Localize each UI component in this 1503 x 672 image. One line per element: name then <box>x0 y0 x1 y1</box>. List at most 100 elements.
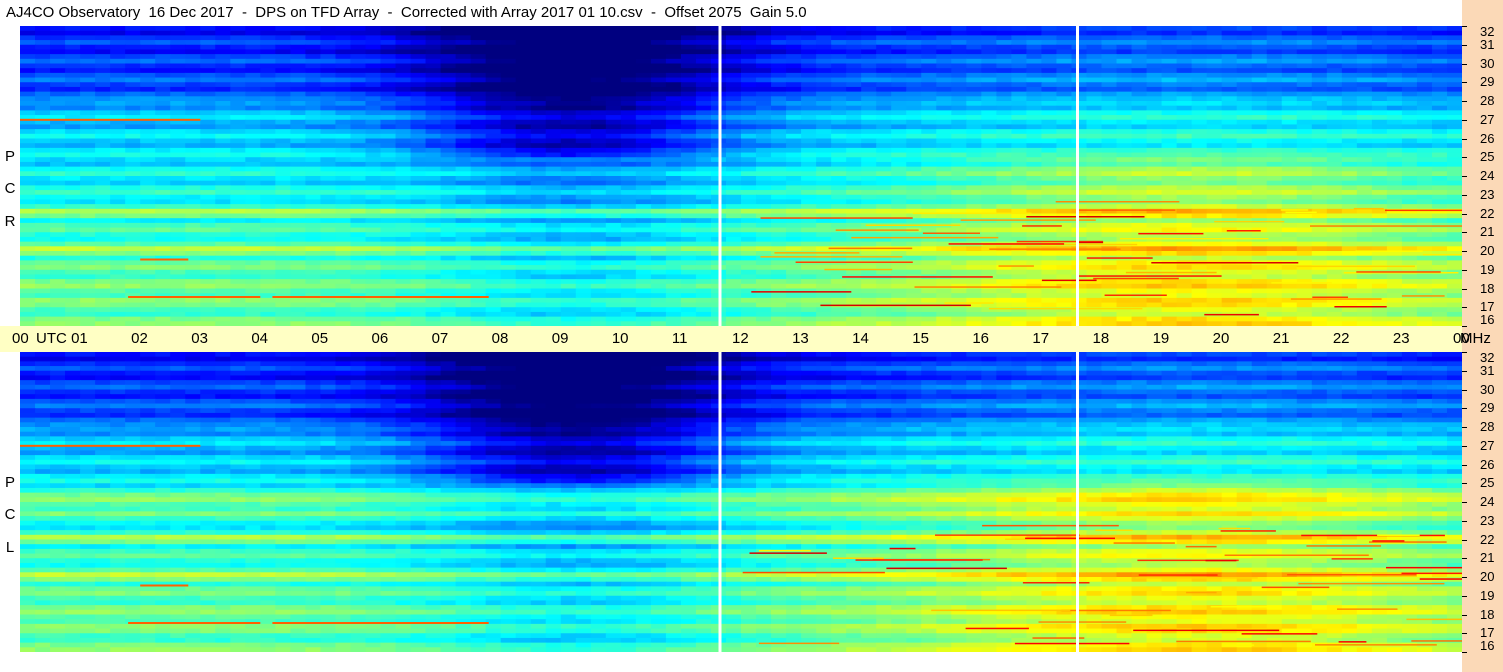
heatmap-cell <box>1221 218 1238 224</box>
heatmap-cell <box>365 260 382 266</box>
heatmap-cell <box>1251 58 1268 65</box>
heatmap-cell <box>981 115 997 121</box>
heatmap-cell <box>906 161 922 168</box>
heatmap-cell <box>1191 171 1208 177</box>
heatmap-cell <box>230 68 246 74</box>
heatmap-cell <box>650 147 667 154</box>
heatmap-cell <box>725 204 742 210</box>
heatmap-cell <box>230 63 246 69</box>
heatmap-cell <box>981 166 997 172</box>
heatmap-cell <box>80 185 96 191</box>
heatmap-cell <box>350 110 367 116</box>
heatmap-cell <box>786 185 802 191</box>
heatmap-cell <box>170 91 186 97</box>
heatmap-cell <box>65 171 81 177</box>
heatmap-cell <box>1371 185 1388 191</box>
heatmap-cell <box>155 232 171 238</box>
heatmap-cell <box>470 58 487 65</box>
heatmap-cell <box>1341 26 1358 32</box>
heatmap-cell <box>635 124 652 130</box>
heatmap-cell <box>725 49 742 55</box>
heatmap-cell <box>1071 138 1088 144</box>
heatmap-cell <box>335 115 352 121</box>
heatmap-cell <box>1446 133 1462 140</box>
heatmap-cell <box>1431 236 1448 243</box>
heatmap-cell <box>590 133 607 140</box>
heatmap-cell <box>1446 101 1462 107</box>
heatmap-cell <box>741 54 757 60</box>
heatmap-cell <box>1116 194 1133 201</box>
heatmap-cell <box>1131 40 1148 46</box>
heatmap-cell <box>861 86 877 93</box>
heatmap-cell <box>395 147 412 154</box>
heatmap-cell <box>846 176 862 182</box>
heatmap-cell <box>215 35 231 41</box>
heatmap-cell <box>410 115 427 121</box>
heatmap-cell <box>545 246 562 252</box>
heatmap-cell <box>831 157 847 163</box>
heatmap-cell <box>1386 96 1403 102</box>
heatmap-cell <box>50 185 66 191</box>
heatmap-cell <box>1401 236 1418 243</box>
heatmap-cell <box>1011 161 1027 168</box>
heatmap-cell <box>590 180 607 186</box>
heatmap-cell <box>65 180 81 186</box>
heatmap-cell <box>665 96 682 102</box>
heatmap-cell <box>275 101 291 107</box>
heatmap-cell <box>1206 35 1223 41</box>
heatmap-cell <box>1266 68 1283 74</box>
heatmap-cell <box>801 236 817 243</box>
heatmap-cell <box>215 138 231 144</box>
heatmap-cell <box>1101 72 1118 79</box>
heatmap-cell <box>635 185 652 191</box>
heatmap-cell <box>695 232 712 238</box>
heatmap-cell <box>530 152 547 158</box>
heatmap-cell <box>1026 68 1043 74</box>
heatmap-cell <box>1131 218 1148 224</box>
heatmap-cell <box>440 124 457 130</box>
heatmap-cell <box>545 35 562 41</box>
heatmap-cell <box>771 180 787 186</box>
heatmap-cell <box>1401 161 1418 168</box>
heatmap-cell <box>1251 143 1268 149</box>
heatmap-cell <box>665 26 682 32</box>
heatmap-cell <box>966 255 982 261</box>
heatmap-cell <box>1311 194 1328 201</box>
heatmap-cell <box>1281 129 1298 135</box>
heatmap-cell <box>771 49 787 55</box>
heatmap-cell <box>756 105 772 111</box>
heatmap-cell <box>575 194 592 201</box>
heatmap-cell <box>786 91 802 97</box>
heatmap-cell <box>1356 176 1373 182</box>
heatmap-cell <box>545 218 562 224</box>
heatmap-cell <box>1191 138 1208 144</box>
heatmap-cell <box>1446 199 1462 205</box>
heatmap-cell <box>996 251 1012 257</box>
heatmap-cell <box>1206 133 1223 140</box>
heatmap-cell <box>530 199 547 205</box>
heatmap-cell <box>725 199 742 205</box>
heatmap-cell <box>1056 222 1073 229</box>
heatmap-cell <box>245 138 261 144</box>
heatmap-cell <box>1161 26 1178 32</box>
heatmap-cell <box>590 190 607 196</box>
heatmap-cell <box>1416 208 1433 215</box>
heatmap-cell <box>470 208 487 215</box>
heatmap-cell <box>1026 190 1043 196</box>
heatmap-cell <box>725 119 742 126</box>
heatmap-cell <box>1176 49 1193 55</box>
heatmap-cell <box>1326 152 1343 158</box>
heatmap-cell <box>1251 199 1268 205</box>
heatmap-cell <box>1446 260 1462 266</box>
heatmap-cell <box>1266 96 1283 102</box>
heatmap-cell <box>1176 222 1193 229</box>
heatmap-cell <box>1281 236 1298 243</box>
heatmap-cell <box>1356 96 1373 102</box>
heatmap-cell <box>320 190 337 196</box>
heatmap-cell <box>725 236 742 243</box>
heatmap-cell <box>1356 26 1373 32</box>
heatmap-cell <box>335 40 352 46</box>
heatmap-cell <box>680 63 697 69</box>
heatmap-cell <box>485 129 502 135</box>
heatmap-cell <box>1041 82 1058 88</box>
